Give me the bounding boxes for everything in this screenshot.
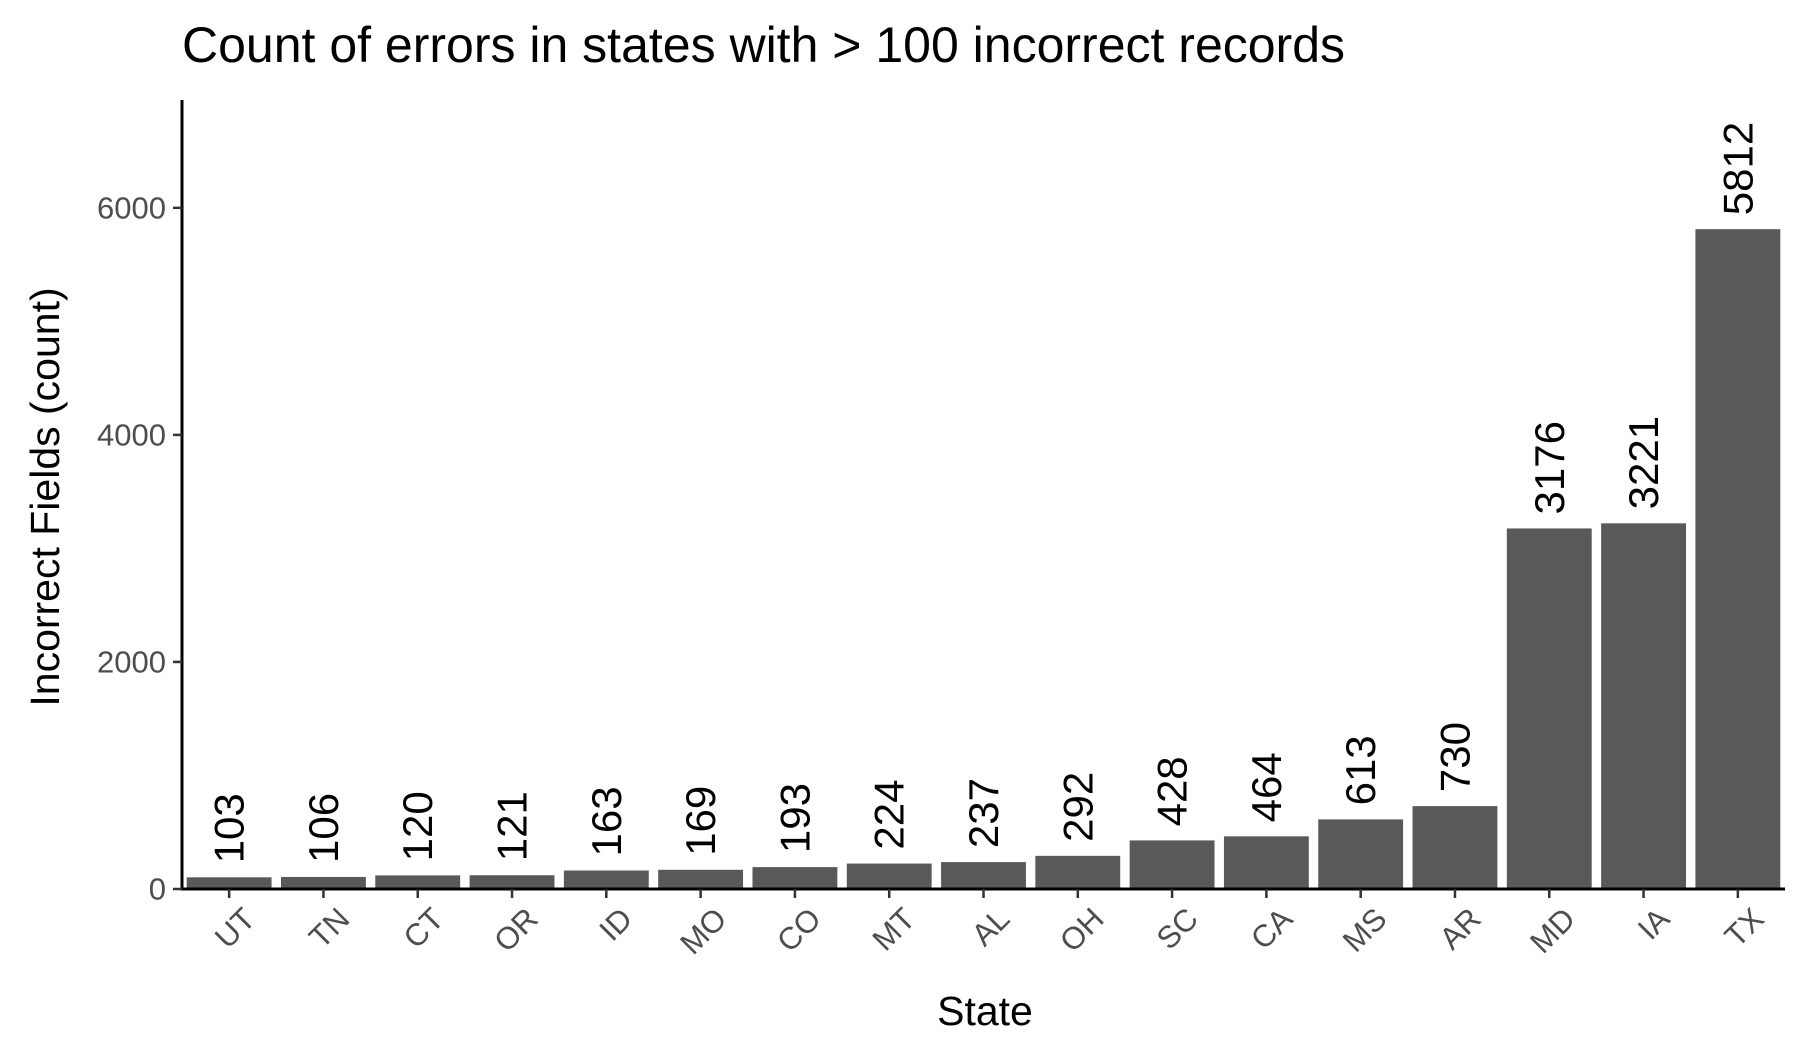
data-label-oh: 292 — [1054, 772, 1101, 842]
bar-ia — [1601, 523, 1686, 889]
data-label-ct: 120 — [394, 791, 441, 861]
chart-title: Count of errors in states with > 100 inc… — [182, 17, 1345, 73]
data-label-tx: 5812 — [1714, 122, 1761, 215]
bar-or — [469, 875, 555, 889]
y-tick-label-2000: 2000 — [97, 644, 166, 679]
bar-md — [1506, 528, 1592, 889]
bar-tn — [281, 876, 366, 889]
x-tick-label-id: ID — [592, 901, 639, 948]
plot-area: 103 106 120 121 163 169 193 224 237 292 428 464 613 7… — [97, 100, 1785, 961]
x-tick-label-ms: MS — [1336, 901, 1394, 959]
x-tick-label-tx: TX — [1718, 901, 1771, 954]
x-tick-label-co: CO — [770, 901, 828, 959]
x-tick-label-or: OR — [487, 901, 545, 959]
data-label-md: 3176 — [1526, 421, 1573, 514]
data-label-ar: 730 — [1431, 722, 1478, 792]
x-tick-label-ct: CT — [397, 901, 451, 955]
data-label-sc: 428 — [1149, 756, 1196, 826]
x-tick-label-sc: SC — [1150, 901, 1205, 956]
y-tick-label-6000: 6000 — [97, 190, 166, 225]
data-label-ut: 103 — [206, 793, 253, 863]
bar-id — [563, 870, 649, 889]
x-tick-label-mt: MT — [866, 901, 922, 957]
x-tick-label-oh: OH — [1053, 901, 1111, 959]
x-tick-label-ca: CA — [1244, 901, 1299, 956]
x-tick-label-ut: UT — [208, 901, 262, 955]
data-label-ms: 613 — [1337, 735, 1384, 805]
bar-ca — [1223, 836, 1309, 889]
bar-ms — [1318, 819, 1404, 889]
data-label-ia: 3221 — [1620, 416, 1667, 509]
x-axis-title: State — [937, 988, 1033, 1034]
data-label-al: 237 — [960, 778, 1007, 848]
x-tick-label-tn: TN — [302, 901, 356, 955]
bar-mt — [846, 863, 932, 889]
data-label-mt: 224 — [866, 779, 913, 849]
bar-ct — [375, 875, 461, 889]
data-label-tn: 106 — [300, 793, 347, 863]
y-tick-label-0: 0 — [149, 872, 166, 907]
data-label-co: 193 — [771, 783, 818, 853]
data-label-ca: 464 — [1243, 752, 1290, 822]
x-tick-label-al: AL — [965, 901, 1017, 953]
bar-ut — [186, 877, 272, 889]
y-tick-label-4000: 4000 — [97, 417, 166, 452]
bar-co — [752, 867, 838, 889]
x-tick-label-ar: AR — [1433, 901, 1488, 956]
bar-al — [941, 862, 1026, 889]
data-label-id: 163 — [583, 786, 630, 856]
bar-tx — [1695, 229, 1781, 889]
y-axis-title: Incorrect Fields (count) — [22, 287, 68, 706]
data-label-or: 121 — [489, 791, 536, 861]
x-tick-label-mo: MO — [673, 901, 733, 961]
bar-ar — [1412, 806, 1498, 889]
x-tick-label-ia: IA — [1631, 901, 1677, 947]
x-tick-label-md: MD — [1523, 901, 1582, 960]
bar-oh — [1035, 855, 1121, 889]
bar-sc — [1129, 840, 1215, 889]
bar-mo — [658, 869, 744, 889]
data-label-mo: 169 — [677, 786, 724, 856]
